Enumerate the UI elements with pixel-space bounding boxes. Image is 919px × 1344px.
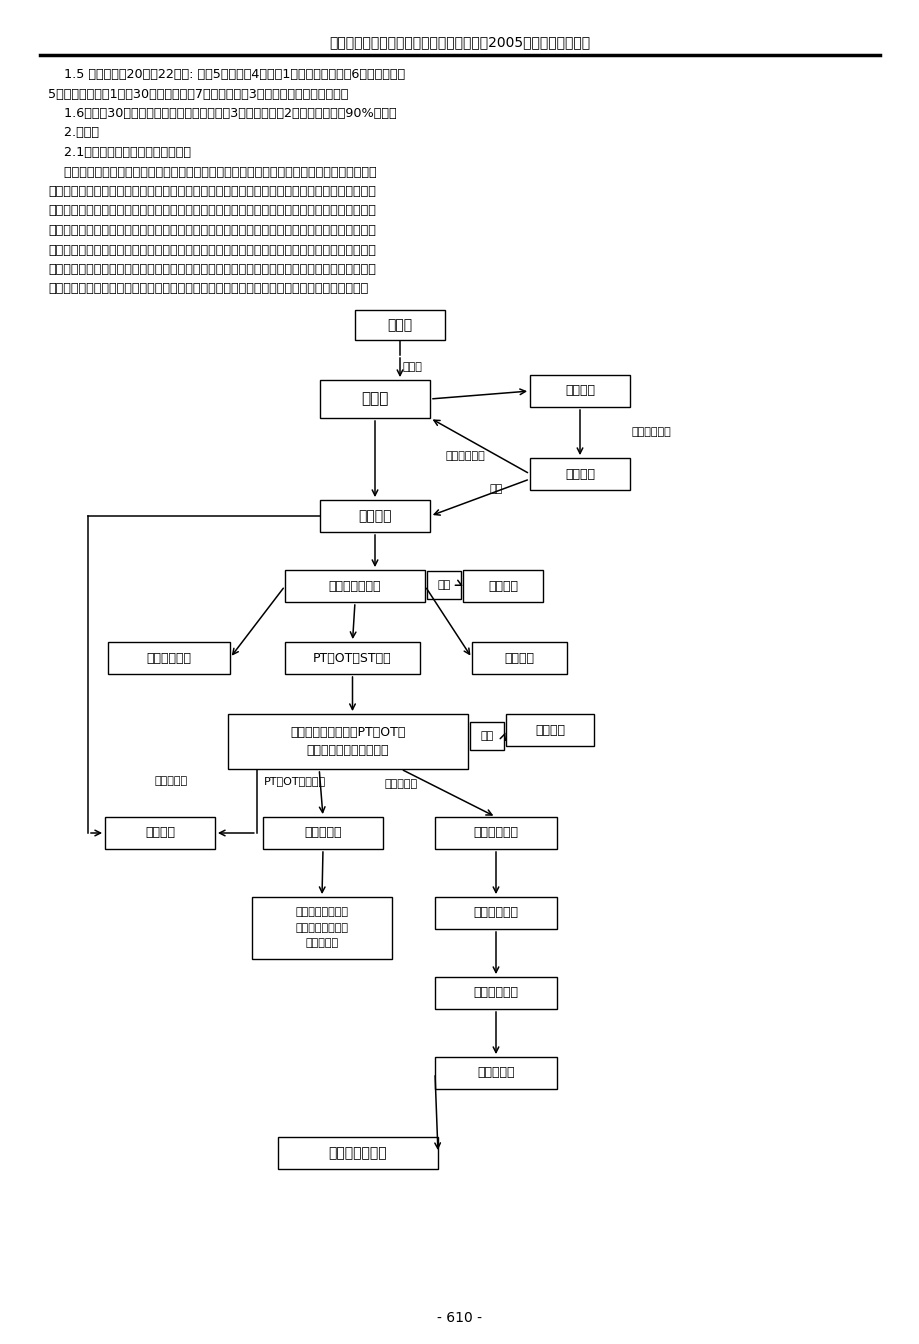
Text: 由管床医生: 由管床医生	[154, 775, 187, 786]
Text: 档建卡并进行追踪，当确定病人可以安装假肢及康复时，及时将病人转入我工伤康复医院。入院后: 档建卡并进行追踪，当确定病人可以安装假肢及康复时，及时将病人转入我工伤康复医院。…	[48, 185, 376, 198]
Text: 1.6随访：30例工伤病人者得以随访，最长的3年多，最短的2月。疗效满意者90%以上。: 1.6随访：30例工伤病人者得以随访，最长的3年多，最短的2月。疗效满意者90%…	[48, 108, 396, 120]
Text: 广东省康复医学会、广东省残疾人康复协会2005学术年会论文汇编: 广东省康复医学会、广东省残疾人康复协会2005学术年会论文汇编	[329, 35, 590, 48]
Bar	[426, 571, 460, 599]
Text: 派出医生追踪: 派出医生追踪	[631, 427, 671, 438]
Text: PT、OT、理疗科: PT、OT、理疗科	[264, 775, 326, 786]
Bar	[105, 817, 215, 849]
Text: 节活动度训练、脱: 节活动度训练、脱	[295, 923, 348, 933]
Text: - 610 -: - 610 -	[437, 1310, 482, 1325]
Bar	[263, 817, 382, 849]
Bar	[320, 500, 429, 532]
Text: 临时假肢训练: 临时假肢训练	[473, 906, 518, 919]
Text: 单位报: 单位报	[403, 362, 423, 372]
Text: 敏、定型等: 敏、定型等	[305, 938, 338, 949]
Text: 残肢肌力耐力、关: 残肢肌力耐力、关	[295, 907, 348, 918]
Text: PT、OT、ST评定: PT、OT、ST评定	[312, 652, 391, 664]
Bar	[355, 310, 445, 340]
Text: 疗师、心理治疗师、义肢矫形师、医生及护士对患者残肢及各方面情况进行评定，而后组织由上述: 疗师、心理治疗师、义肢矫形师、医生及护士对患者残肢及各方面情况进行评定，而后组织…	[48, 224, 376, 237]
Bar	[435, 896, 556, 929]
Bar	[108, 642, 230, 673]
Text: 流程：接待检查病人，书写入院记录；行各项检查，开出各种评定由运动治疗师、作业治疗师、理: 流程：接待检查病人，书写入院记录；行各项检查，开出各种评定由运动治疗师、作业治疗…	[48, 204, 376, 218]
Text: 康复医院: 康复医院	[357, 509, 391, 523]
Text: 转入: 转入	[490, 484, 503, 495]
Text: 综合医院: 综合医院	[564, 468, 595, 481]
Text: 工伤处: 工伤处	[361, 391, 388, 406]
Bar	[435, 817, 556, 849]
Text: 评定报告: 评定报告	[535, 723, 564, 737]
Bar	[228, 714, 468, 769]
Text: 康复病历: 康复病历	[487, 579, 517, 593]
Text: 接待、检查病人: 接待、检查病人	[328, 579, 380, 593]
Text: 假肢申请: 假肢申请	[145, 827, 175, 840]
Bar	[462, 570, 542, 602]
Text: 医生: 医生	[437, 581, 450, 590]
Bar	[252, 896, 391, 960]
Text: 2.1工伤病人假肢安装及康复程序：: 2.1工伤病人假肢安装及康复程序：	[48, 146, 191, 159]
Text: 医鉴中心: 医鉴中心	[564, 384, 595, 398]
Text: 残端的进一步定型等；安装临时假肢训练；当安装假肢后，训练其穿戴、使用，并进一步调试，上: 残端的进一步定型等；安装临时假肢训练；当安装假肢后，训练其穿戴、使用，并进一步调…	[48, 263, 376, 276]
Bar	[278, 1137, 437, 1169]
Bar	[471, 642, 566, 673]
Text: 2.讨论：: 2.讨论：	[48, 126, 99, 140]
Bar	[320, 380, 429, 418]
Bar	[470, 722, 504, 750]
Text: 理疗师及责任护士评定会: 理疗师及责任护士评定会	[306, 745, 389, 757]
Bar	[529, 458, 630, 491]
Text: 医生: 医生	[480, 731, 494, 741]
Text: 受工伤: 受工伤	[387, 319, 412, 332]
Text: 工伤发生后，工伤所在单位或企业向医鉴定中心报工伤，接到工伤报告后，由医鉴中心医生建: 工伤发生后，工伤所在单位或企业向医鉴定中心报工伤，接到工伤报告后，由医鉴中心医生…	[48, 165, 376, 179]
Text: 报工伤处批准: 报工伤处批准	[445, 452, 484, 461]
Text: 出院后注意事项: 出院后注意事项	[328, 1146, 387, 1160]
Text: 安装后调试: 安装后调试	[477, 1067, 515, 1079]
Bar	[435, 1056, 556, 1089]
Text: 由康复医生、义肢、PT、OT、: 由康复医生、义肢、PT、OT、	[290, 726, 405, 739]
Bar	[435, 977, 556, 1009]
Text: 义肢矫形取形: 义肢矫形取形	[473, 827, 518, 840]
Text: 人员参加的评定会，为其制定康复治疗方案，行义肢安装前的训练，包括肌力耐力、关节活动度、: 人员参加的评定会，为其制定康复治疗方案，行义肢安装前的训练，包括肌力耐力、关节活…	[48, 243, 376, 257]
Bar	[285, 570, 425, 602]
Text: 安装前训练: 安装前训练	[304, 827, 341, 840]
Text: 5条，踝以下假肢1条。30例病人中，有7例更换假肢，3例因各种原因未安装假肢。: 5条，踝以下假肢1条。30例病人中，有7例更换假肢，3例因各种原因未安装假肢。	[48, 87, 348, 101]
Bar	[529, 375, 630, 407]
Bar	[285, 642, 420, 673]
Text: 义肢会诊: 义肢会诊	[504, 652, 534, 664]
Text: 肢还要训练其控制能力等，下肢还要包括步态训练。出院后还必须交待其注意事项。（流程图）: 肢还要训练其控制能力等，下肢还要包括步态训练。出院后还必须交待其注意事项。（流程…	[48, 282, 368, 296]
Bar	[505, 714, 594, 746]
Text: 1.5 新安装假肢20人（22条）: 上臂5条，前臂4条，腕1条，带膝关节假肢6条，小腿假肢: 1.5 新安装假肢20人（22条）: 上臂5条，前臂4条，腕1条，带膝关节假肢6…	[48, 69, 404, 81]
Text: 临床相关检查: 临床相关检查	[146, 652, 191, 664]
Text: 义肢矫形科: 义肢矫形科	[384, 780, 417, 789]
Text: 永久假肢安装: 永久假肢安装	[473, 986, 518, 1000]
